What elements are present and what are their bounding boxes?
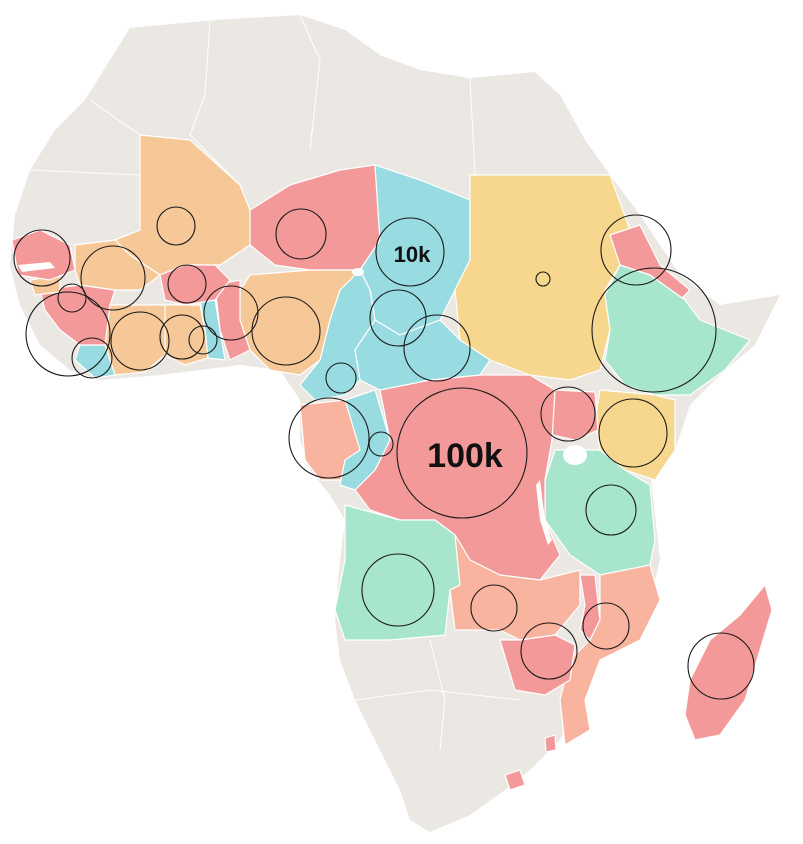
bubble-benin <box>203 285 259 341</box>
bubble-congo <box>368 431 394 457</box>
bubble-mauritania <box>80 245 146 311</box>
country-mauritania-region <box>74 239 161 291</box>
bubble-mali <box>156 206 196 246</box>
bubble-nigeria <box>251 296 321 366</box>
bubble-guinea-bissau <box>57 283 87 313</box>
bubble-eritrea <box>600 214 672 286</box>
country-lesotho <box>504 769 526 791</box>
country-mozambique <box>559 564 661 746</box>
bubble-angola <box>361 553 435 627</box>
country-swaziland <box>544 734 557 753</box>
bubble-chad-10k <box>375 217 445 287</box>
bubble-layer <box>13 206 755 700</box>
bubble-zambia <box>470 584 518 632</box>
lake-chad <box>352 268 364 276</box>
bubble-guinea <box>25 291 111 377</box>
bubble-gabon <box>288 397 370 479</box>
bubble-cote-divoire <box>110 311 170 371</box>
bubble-malawi <box>582 602 630 650</box>
bubble-ethiopia <box>591 267 717 393</box>
bubble-kenya <box>598 398 668 468</box>
lake-tanganyika <box>536 480 552 545</box>
country-ethiopia <box>604 264 751 396</box>
bubble-togo <box>188 325 218 355</box>
bubble-zimbabwe <box>520 622 578 680</box>
lake-victoria <box>563 445 587 465</box>
bubble-car <box>403 314 471 382</box>
bubble-drc-100k <box>396 387 528 519</box>
bubble-cameroon-south <box>325 362 357 394</box>
country-angola <box>334 504 461 641</box>
bubble-cameroon <box>369 289 427 347</box>
country-congo <box>339 389 391 491</box>
bubble-tanzania <box>585 484 637 536</box>
country-uganda <box>551 389 599 441</box>
bubble-uganda <box>540 386 596 442</box>
bubble-sudan <box>535 271 551 287</box>
bubble-ghana <box>159 314 205 360</box>
bubble-senegal <box>13 229 71 287</box>
country-sudan <box>454 174 631 381</box>
bubble-niger <box>275 208 327 260</box>
country-madagascar <box>684 584 773 741</box>
gambia-river <box>18 262 55 272</box>
bubble-label-10k: 10k <box>394 242 431 267</box>
bubble-madagascar <box>687 632 755 700</box>
bubble-liberia <box>71 337 113 379</box>
bubble-burkina <box>167 264 207 304</box>
bubble-label-100k: 100k <box>427 437 503 475</box>
grey-borders <box>29 14 521 751</box>
country-zimbabwe <box>499 634 576 696</box>
